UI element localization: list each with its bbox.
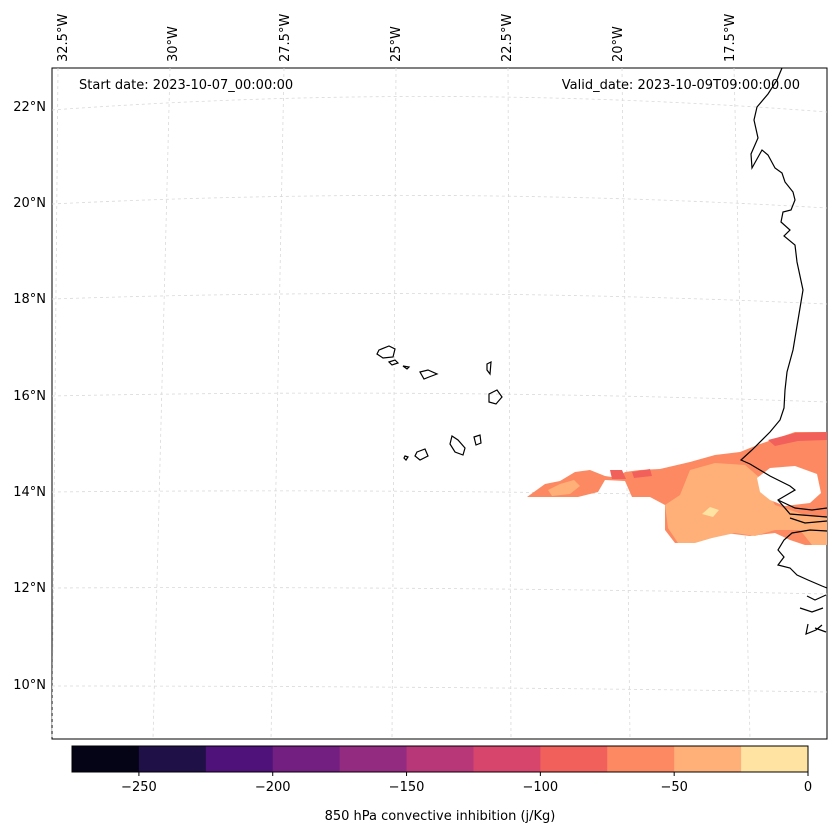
lat-label: 20°N	[13, 196, 46, 211]
lon-label: 30°W	[166, 26, 181, 62]
maio	[473, 434, 482, 446]
colorbar-swatch	[540, 746, 608, 772]
cin-region-red-3	[768, 432, 827, 446]
colorbar-outline	[71, 745, 809, 773]
lat-label: 10°N	[13, 678, 46, 693]
sao-antao	[376, 345, 396, 359]
coastlines	[376, 67, 828, 635]
colorbar-swatch	[272, 746, 341, 772]
cin-region-peach-small	[548, 480, 580, 496]
lon-label: 25°W	[389, 26, 404, 62]
lon-label: 27.5°W	[278, 14, 293, 62]
map-frame	[51, 67, 828, 740]
gambia-river	[777, 499, 828, 524]
cin-region-peach	[665, 463, 827, 545]
sao-vicente	[387, 359, 400, 366]
lon-label: 20°W	[611, 26, 626, 62]
colorbar-label: 850 hPa convective inhibition (j/Kg)	[324, 809, 556, 824]
colorbar-swatch	[339, 746, 408, 772]
colorbar-tick-label: −200	[255, 780, 291, 795]
cin-region-red-2	[632, 469, 652, 478]
lat-labels: 22°N 20°N 18°N 16°N 14°N 12°N 10°N	[13, 100, 46, 693]
lat-label: 18°N	[13, 292, 46, 307]
boa-vista	[488, 389, 503, 405]
fogo	[414, 448, 429, 461]
colorbar-tick-label: −250	[121, 780, 157, 795]
brava	[403, 455, 409, 461]
lon-labels: 32.5°W 30°W 27.5°W 25°W 22.5°W 20°W 17.5…	[56, 14, 738, 62]
lat-label: 16°N	[13, 389, 46, 404]
lat-label: 12°N	[13, 581, 46, 596]
colorbar	[72, 746, 809, 772]
cin-region-red	[610, 470, 626, 479]
lon-label: 17.5°W	[723, 14, 738, 62]
lon-label: 32.5°W	[56, 14, 71, 62]
sal	[486, 360, 492, 376]
colorbar-tick-label: 0	[804, 780, 812, 795]
colorbar-tick-label: −50	[660, 780, 687, 795]
cin-region-yellow	[702, 507, 719, 517]
lat-label: 22°N	[13, 100, 46, 115]
colorbar-swatch	[406, 746, 474, 772]
sao-nicolau	[419, 369, 439, 380]
colorbar-swatch	[741, 746, 809, 772]
colorbar-swatch	[138, 746, 207, 772]
gridlines	[51, 67, 828, 740]
santiago	[449, 435, 466, 456]
colorbar-swatch	[674, 746, 742, 772]
colorbar-tick-label: −100	[523, 780, 559, 795]
african-coast	[739, 67, 828, 518]
colorbar-tick-label: −150	[389, 780, 425, 795]
bissagos-islands	[799, 594, 827, 635]
lat-label: 14°N	[13, 485, 46, 500]
colorbar-swatch	[473, 746, 541, 772]
start-date-label: Start date: 2023-10-07_00:00:00	[79, 78, 294, 93]
valid-date-label: Valid_date: 2023-10-09T09:00:00.00	[561, 78, 800, 93]
colorbar-ticks: −250 −200 −150 −100 −50 0	[121, 772, 812, 795]
lon-label: 22.5°W	[500, 14, 515, 62]
colorbar-swatch	[607, 746, 675, 772]
guinea-bissau-coast	[776, 529, 828, 589]
colorbar-swatch	[205, 746, 274, 772]
santa-luzia	[402, 365, 411, 370]
colorbar-swatch	[72, 746, 140, 772]
